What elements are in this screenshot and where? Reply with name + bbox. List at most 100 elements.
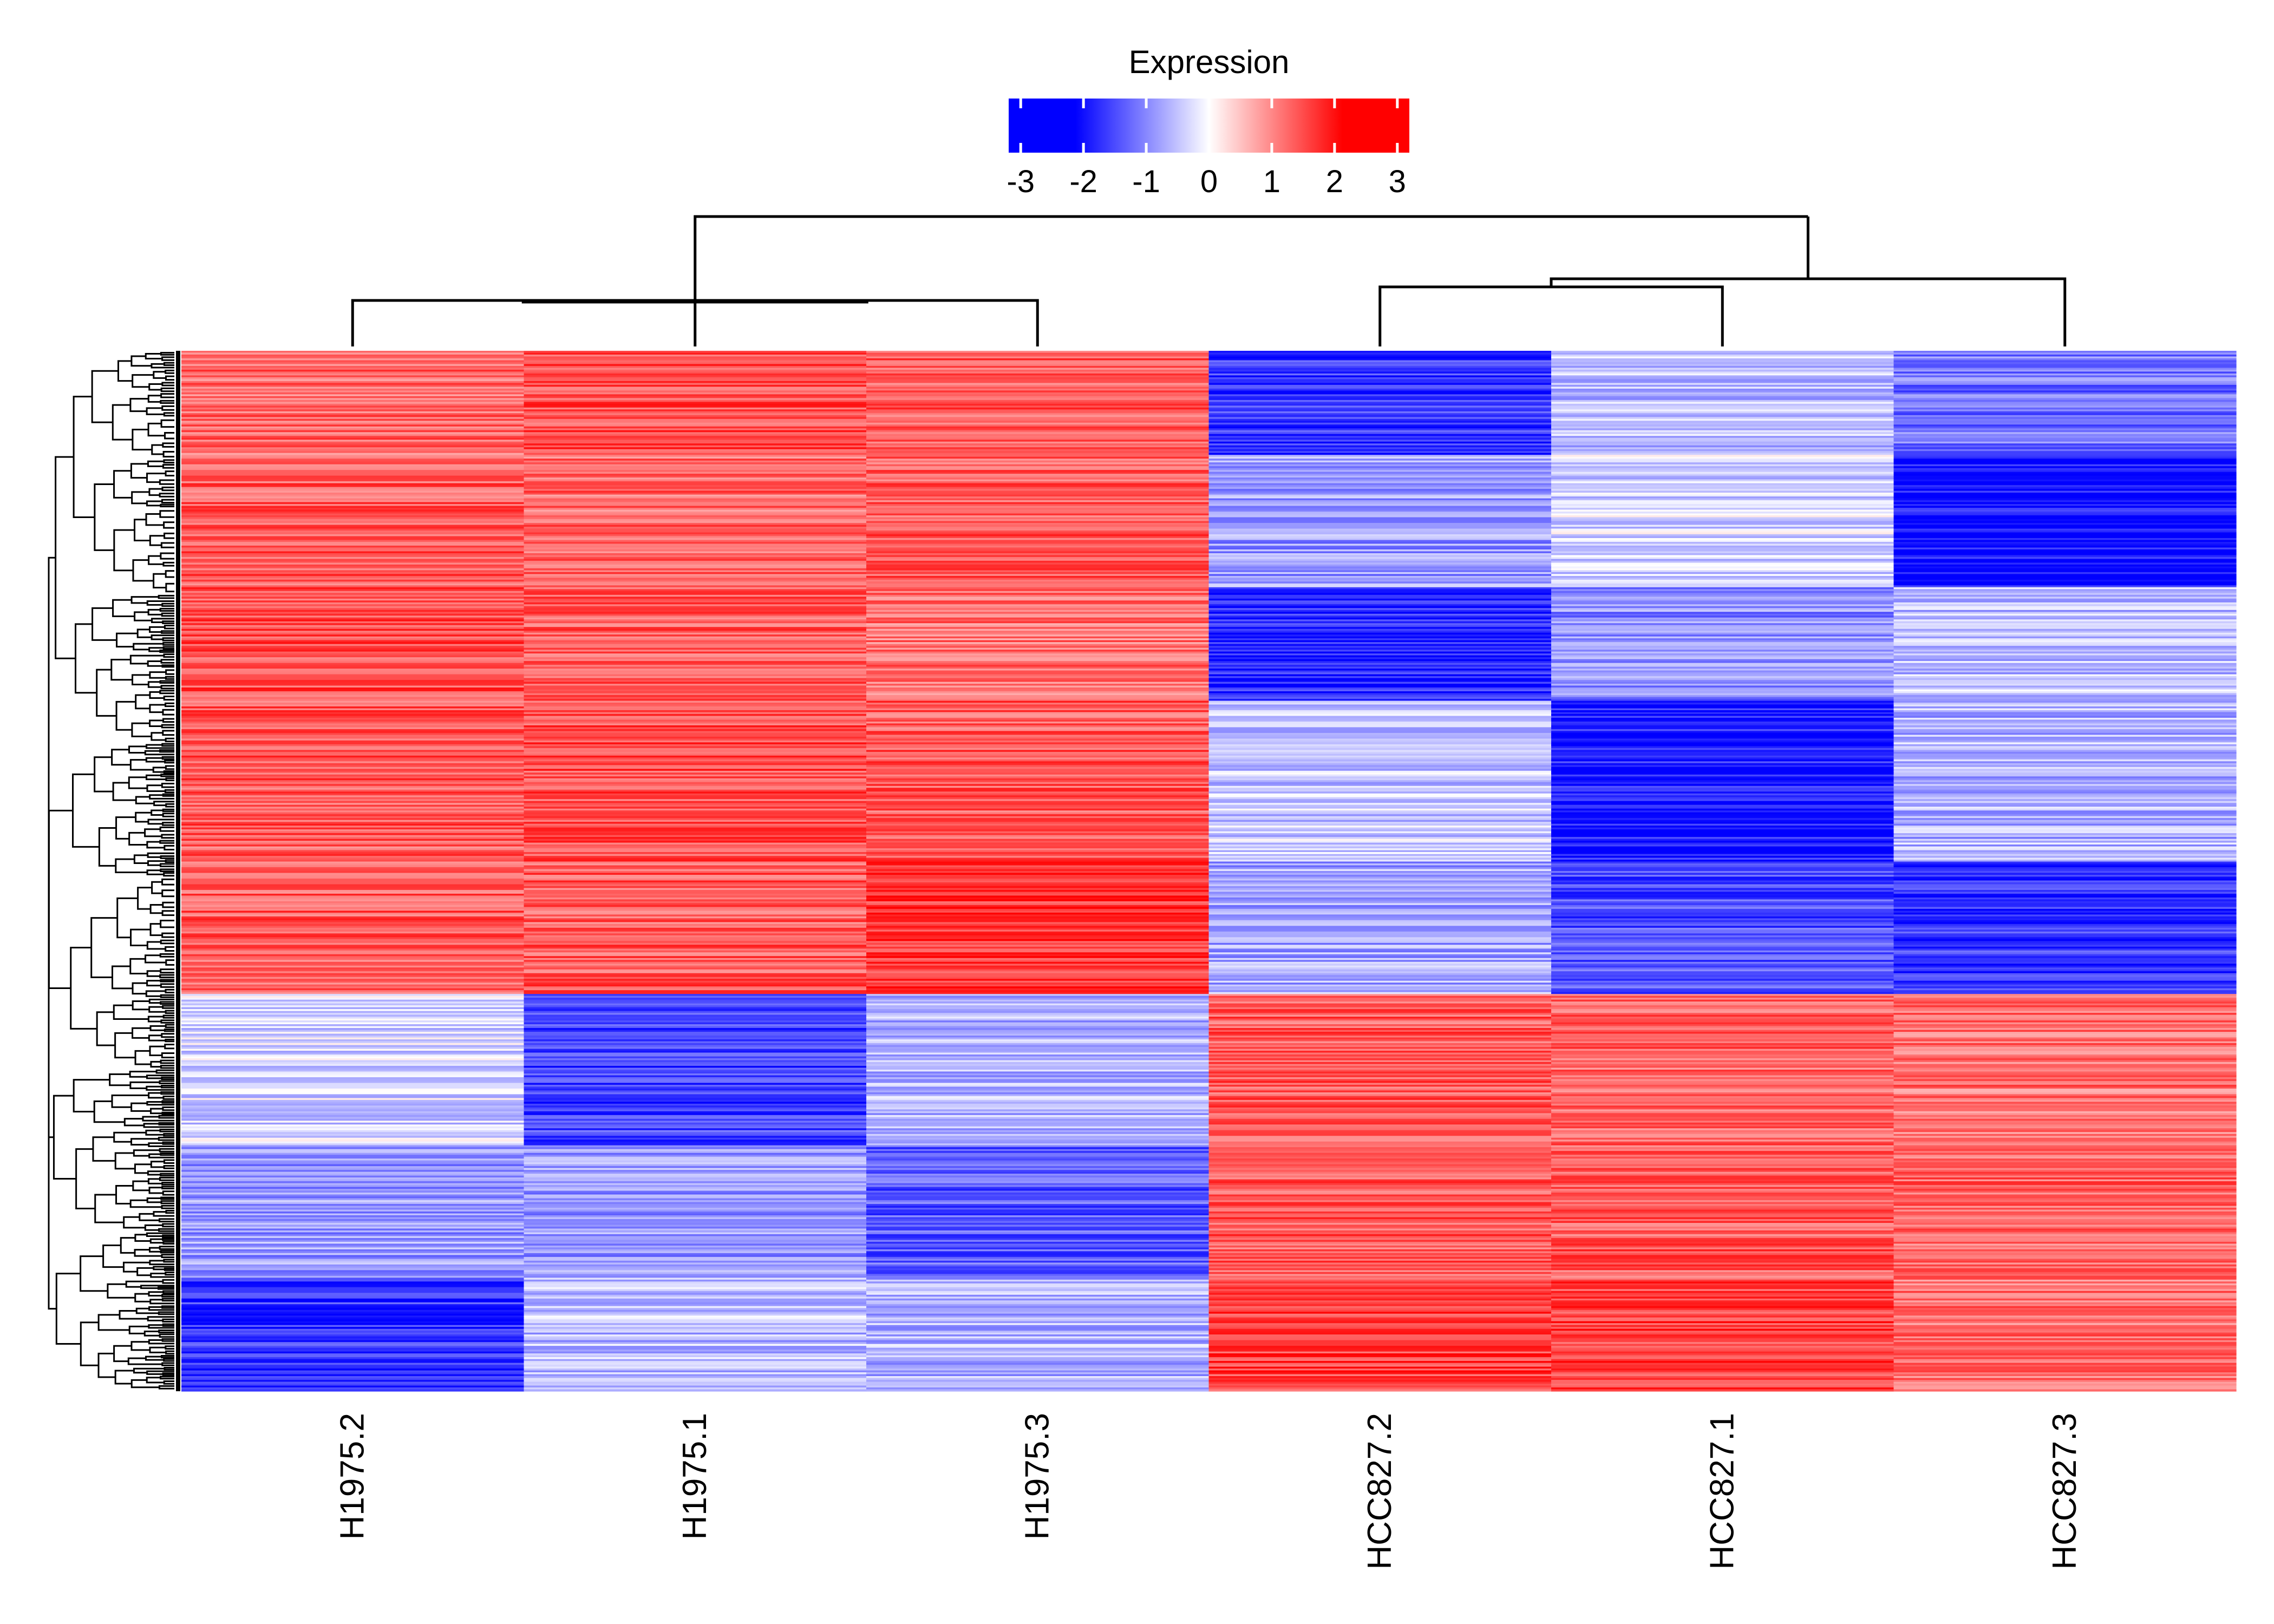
row-dendro-branch bbox=[150, 1060, 161, 1068]
heatmap-cell bbox=[1551, 672, 1894, 675]
heatmap-cell bbox=[1208, 434, 1552, 436]
heatmap-cell bbox=[524, 841, 867, 843]
heatmap-cell bbox=[1551, 383, 1894, 385]
heatmap-cell bbox=[524, 793, 867, 796]
heatmap-cell bbox=[866, 685, 1210, 688]
heatmap-cell bbox=[1551, 897, 1894, 900]
heatmap-cell bbox=[181, 593, 525, 595]
heatmap-cell bbox=[1551, 706, 1894, 709]
heatmap-cell bbox=[524, 496, 867, 499]
row-dendro-branch bbox=[161, 499, 174, 504]
heatmap-cell bbox=[1551, 513, 1894, 516]
heatmap-cell bbox=[524, 1228, 867, 1231]
heatmap-cell bbox=[1551, 742, 1894, 745]
heatmap-cell bbox=[524, 1230, 867, 1233]
heatmap-cell bbox=[866, 1272, 1210, 1274]
heatmap-cell bbox=[181, 918, 525, 921]
heatmap-cell bbox=[1551, 1287, 1894, 1289]
heatmap-cell bbox=[1893, 1062, 2237, 1065]
heatmap-cell bbox=[866, 942, 1210, 945]
heatmap-cell bbox=[524, 1190, 867, 1193]
heatmap-cell bbox=[1551, 717, 1894, 721]
heatmap-cell bbox=[524, 453, 867, 455]
heatmap-cell bbox=[1893, 538, 2237, 541]
heatmap-cell bbox=[866, 1115, 1210, 1117]
heatmap-cell bbox=[524, 659, 867, 662]
heatmap-cell bbox=[1208, 735, 1552, 737]
heatmap-cell bbox=[1551, 924, 1894, 926]
heatmap-cell bbox=[1893, 468, 2237, 470]
heatmap-cell bbox=[1893, 1221, 2237, 1223]
heatmap-cell bbox=[181, 1312, 525, 1314]
heatmap-cell bbox=[866, 1361, 1210, 1364]
heatmap-cell bbox=[524, 1315, 867, 1318]
heatmap-cell bbox=[866, 434, 1210, 436]
heatmap-cell bbox=[1208, 846, 1552, 849]
heatmap-cell bbox=[524, 1013, 867, 1016]
heatmap-cell bbox=[1208, 1200, 1552, 1203]
heatmap-cell bbox=[181, 1219, 525, 1222]
heatmap-cell bbox=[866, 1141, 1210, 1144]
heatmap-cell bbox=[181, 717, 525, 721]
heatmap-cell bbox=[1893, 1194, 2237, 1197]
heatmap-cell bbox=[1551, 1213, 1894, 1216]
heatmap-cell bbox=[866, 905, 1210, 907]
heatmap-cell bbox=[1208, 1260, 1552, 1263]
heatmap-cell bbox=[1208, 598, 1552, 601]
heatmap-cell bbox=[866, 530, 1210, 533]
heatmap-cell bbox=[866, 640, 1210, 643]
heatmap-cell bbox=[181, 810, 525, 813]
heatmap-cell bbox=[1551, 727, 1894, 730]
heatmap-cell bbox=[524, 880, 867, 883]
heatmap-cell bbox=[866, 1294, 1210, 1297]
heatmap-cell bbox=[1551, 1140, 1894, 1142]
heatmap-cell bbox=[1893, 1251, 2237, 1254]
heatmap-cell bbox=[1551, 700, 1894, 703]
heatmap-cell bbox=[524, 1181, 867, 1184]
heatmap-cell bbox=[866, 1374, 1210, 1377]
heatmap-cell bbox=[1893, 1237, 2237, 1241]
heatmap-cell bbox=[866, 931, 1210, 934]
heatmap-cell bbox=[181, 426, 525, 429]
heatmap-cell bbox=[1208, 1346, 1552, 1348]
heatmap-cell bbox=[524, 1185, 867, 1188]
heatmap-cell bbox=[1893, 388, 2237, 391]
heatmap-cell bbox=[1551, 761, 1894, 764]
heatmap-cell bbox=[1208, 470, 1552, 473]
heatmap-cell bbox=[1893, 411, 2237, 414]
row-dendro-branch bbox=[160, 352, 174, 356]
heatmap-cell bbox=[866, 1092, 1210, 1095]
heatmap-cell bbox=[524, 1136, 867, 1138]
heatmap-cell bbox=[181, 568, 525, 571]
heatmap-cell bbox=[866, 1033, 1210, 1036]
heatmap-cell bbox=[866, 990, 1210, 993]
row-dendro-branch bbox=[152, 767, 166, 773]
heatmap-cell bbox=[181, 526, 525, 529]
heatmap-cell bbox=[1551, 466, 1894, 469]
heatmap-cell bbox=[866, 841, 1210, 843]
heatmap-cell bbox=[1551, 1126, 1894, 1129]
heatmap-cell bbox=[1551, 581, 1894, 584]
heatmap-cell bbox=[1208, 973, 1552, 975]
heatmap-cell bbox=[524, 445, 867, 448]
heatmap-cell bbox=[181, 785, 525, 788]
heatmap-cell bbox=[524, 935, 867, 938]
heatmap-cell bbox=[524, 598, 867, 601]
heatmap-cell bbox=[524, 615, 867, 618]
heatmap-cell bbox=[866, 803, 1210, 806]
heatmap-cell bbox=[524, 1068, 867, 1070]
heatmap-cell bbox=[1893, 1381, 2237, 1384]
heatmap-cell bbox=[1208, 460, 1552, 463]
heatmap-cell bbox=[1893, 405, 2237, 408]
heatmap-cell bbox=[1551, 1075, 1894, 1078]
heatmap-cell bbox=[524, 498, 867, 501]
heatmap-cell bbox=[524, 700, 867, 703]
heatmap-cell bbox=[1208, 736, 1552, 739]
heatmap-cell bbox=[524, 1107, 867, 1110]
heatmap-cell bbox=[1551, 1147, 1894, 1150]
heatmap-cell bbox=[524, 640, 867, 643]
heatmap-cell bbox=[866, 430, 1210, 433]
heatmap-cell bbox=[181, 585, 525, 588]
heatmap-cell bbox=[524, 729, 867, 731]
heatmap-cell bbox=[1551, 617, 1894, 620]
